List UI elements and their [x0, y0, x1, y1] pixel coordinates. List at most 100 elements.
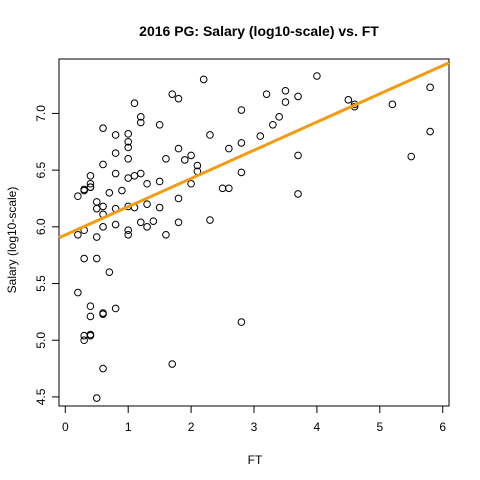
- data-point: [92, 254, 101, 263]
- data-point: [111, 131, 120, 139]
- data-point: [174, 94, 183, 103]
- data-point: [275, 113, 283, 121]
- x-tick-label: 2: [188, 420, 195, 434]
- data-point: [162, 230, 170, 239]
- data-point: [174, 194, 183, 203]
- regression-line: [58, 61, 450, 240]
- plot-frame: [58, 58, 450, 407]
- y-axis-label: Salary (log10-scale): [5, 187, 19, 294]
- data-point: [111, 304, 120, 313]
- data-point: [92, 233, 101, 241]
- y-tick-label: 4.5: [34, 388, 48, 405]
- data-point: [426, 127, 434, 136]
- data-point: [136, 113, 145, 121]
- x-tick-label: 1: [125, 420, 132, 434]
- y-tick-label: 5.5: [34, 275, 48, 292]
- data-point: [99, 160, 107, 169]
- data-point: [86, 312, 95, 321]
- data-point: [124, 226, 132, 235]
- data-point: [218, 184, 227, 193]
- regression-line-group: [58, 61, 450, 240]
- data-point: [118, 186, 126, 195]
- y-tick-label: 6.0: [34, 218, 48, 235]
- x-tick-label: 6: [439, 420, 446, 434]
- data-point: [294, 92, 302, 101]
- y-axis: 4.5 5.0 5.5 6.0 6.5 7.0: [34, 105, 60, 405]
- data-point: [149, 217, 158, 225]
- data-point: [99, 223, 107, 231]
- data-point: [130, 99, 139, 108]
- x-tick-label: 5: [376, 420, 383, 434]
- data-point: [80, 254, 88, 263]
- data-point: [80, 336, 88, 345]
- chart-title: 2016 PG: Salary (log10-scale) vs. FT: [139, 23, 379, 39]
- data-point: [143, 179, 151, 188]
- data-point: [111, 220, 120, 229]
- data-point: [168, 90, 177, 98]
- data-point: [256, 132, 265, 140]
- data-point: [111, 169, 120, 178]
- data-point: [187, 179, 195, 188]
- data-point: [105, 189, 114, 197]
- data-point: [74, 230, 82, 239]
- data-point: [344, 96, 353, 104]
- data-point: [99, 364, 107, 373]
- data-points: [74, 72, 434, 402]
- data-point: [206, 216, 214, 224]
- data-point: [281, 86, 290, 95]
- data-point: [155, 203, 164, 212]
- data-point: [225, 144, 233, 153]
- data-point: [168, 360, 177, 368]
- data-point: [74, 288, 82, 297]
- data-point: [143, 223, 151, 231]
- data-point: [86, 331, 95, 340]
- data-point: [187, 151, 195, 160]
- data-point: [262, 90, 271, 98]
- data-point: [124, 143, 132, 152]
- y-tick-label: 5.0: [34, 332, 48, 349]
- x-axis-label: FT: [248, 453, 263, 467]
- x-tick-label: 3: [251, 420, 258, 434]
- data-point: [124, 137, 132, 146]
- data-point: [124, 154, 132, 163]
- x-axis: 0 1 2 3 4 5 6: [62, 405, 446, 434]
- data-point: [237, 139, 246, 147]
- data-point: [136, 218, 145, 227]
- data-point: [181, 156, 189, 164]
- data-point: [155, 120, 164, 129]
- data-point: [92, 394, 101, 402]
- data-point: [124, 230, 132, 239]
- data-point: [136, 118, 145, 127]
- data-point: [174, 218, 183, 227]
- data-point: [124, 174, 132, 182]
- data-point: [237, 106, 246, 114]
- data-point: [174, 144, 183, 153]
- data-point: [86, 183, 95, 191]
- data-point: [199, 75, 208, 84]
- data-point: [92, 198, 101, 206]
- data-point: [136, 169, 145, 178]
- data-point: [294, 151, 302, 160]
- data-point: [237, 168, 246, 177]
- y-tick-label: 7.0: [34, 105, 48, 122]
- data-point: [388, 100, 397, 109]
- data-point: [155, 177, 164, 186]
- data-point: [86, 172, 95, 180]
- data-point: [99, 124, 107, 132]
- data-point: [92, 204, 101, 213]
- data-point: [105, 268, 114, 276]
- data-point: [74, 192, 82, 201]
- data-point: [426, 83, 434, 92]
- data-point: [162, 154, 170, 163]
- data-point: [80, 186, 88, 195]
- data-point: [111, 149, 120, 157]
- data-point: [99, 202, 107, 211]
- data-point: [86, 302, 95, 311]
- data-point: [143, 200, 151, 208]
- data-point: [313, 72, 321, 80]
- data-point: [193, 161, 202, 170]
- data-point: [206, 131, 214, 139]
- data-point: [294, 190, 302, 198]
